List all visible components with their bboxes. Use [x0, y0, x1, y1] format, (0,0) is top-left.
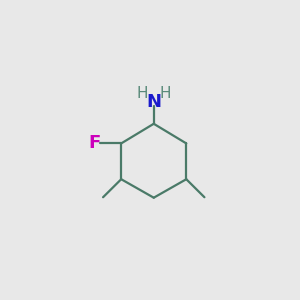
Text: N: N [146, 93, 161, 111]
Text: F: F [88, 134, 100, 152]
Text: H: H [160, 86, 171, 101]
Text: H: H [137, 86, 148, 101]
